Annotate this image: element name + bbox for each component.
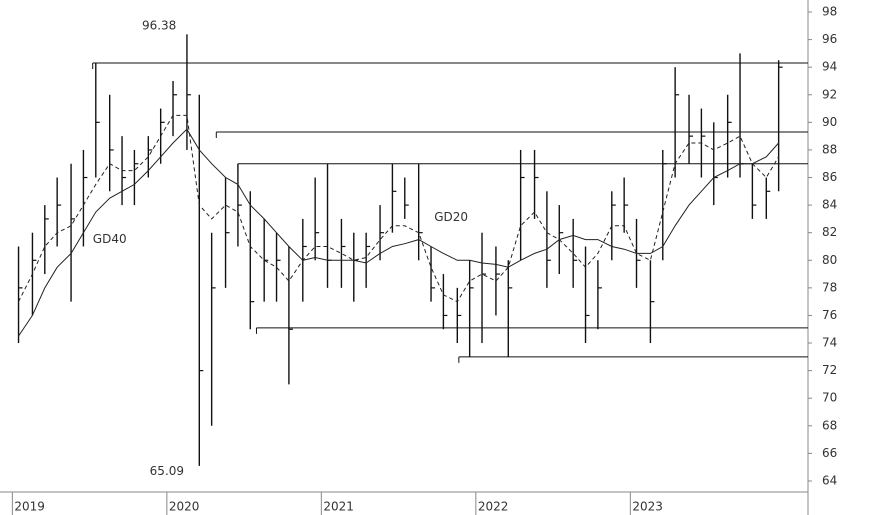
y-tick-label: 76 [822, 308, 837, 322]
annotation: 65.09 [150, 464, 184, 478]
y-tick-label: 90 [822, 115, 837, 129]
y-tick-label: 64 [822, 473, 837, 487]
y-tick-label: 70 [822, 391, 837, 405]
y-tick-label: 72 [822, 363, 837, 377]
x-tick-label: 2021 [323, 500, 354, 514]
y-tick-label: 66 [822, 446, 837, 460]
y-tick-label: 68 [822, 418, 837, 432]
y-tick-label: 86 [822, 170, 837, 184]
y-tick-label: 94 [822, 60, 837, 74]
y-tick-label: 78 [822, 280, 837, 294]
y-tick-label: 82 [822, 225, 837, 239]
annotation: GD40 [93, 232, 127, 246]
y-tick-label: 74 [822, 336, 837, 350]
x-tick-label: 2022 [478, 500, 509, 514]
y-tick-label: 98 [822, 5, 837, 19]
y-tick-label: 96 [822, 32, 837, 46]
y-tick-label: 80 [822, 253, 837, 267]
moving-average [18, 128, 779, 337]
x-tick-label: 2020 [169, 500, 200, 514]
y-tick-label: 92 [822, 87, 837, 101]
annotation: 96.38 [142, 18, 176, 32]
annotation: GD20 [434, 210, 468, 224]
y-tick-label: 84 [822, 198, 837, 212]
y-tick-label: 88 [822, 142, 837, 156]
x-tick-label: 2019 [14, 500, 45, 514]
x-tick-label: 2023 [632, 500, 663, 514]
